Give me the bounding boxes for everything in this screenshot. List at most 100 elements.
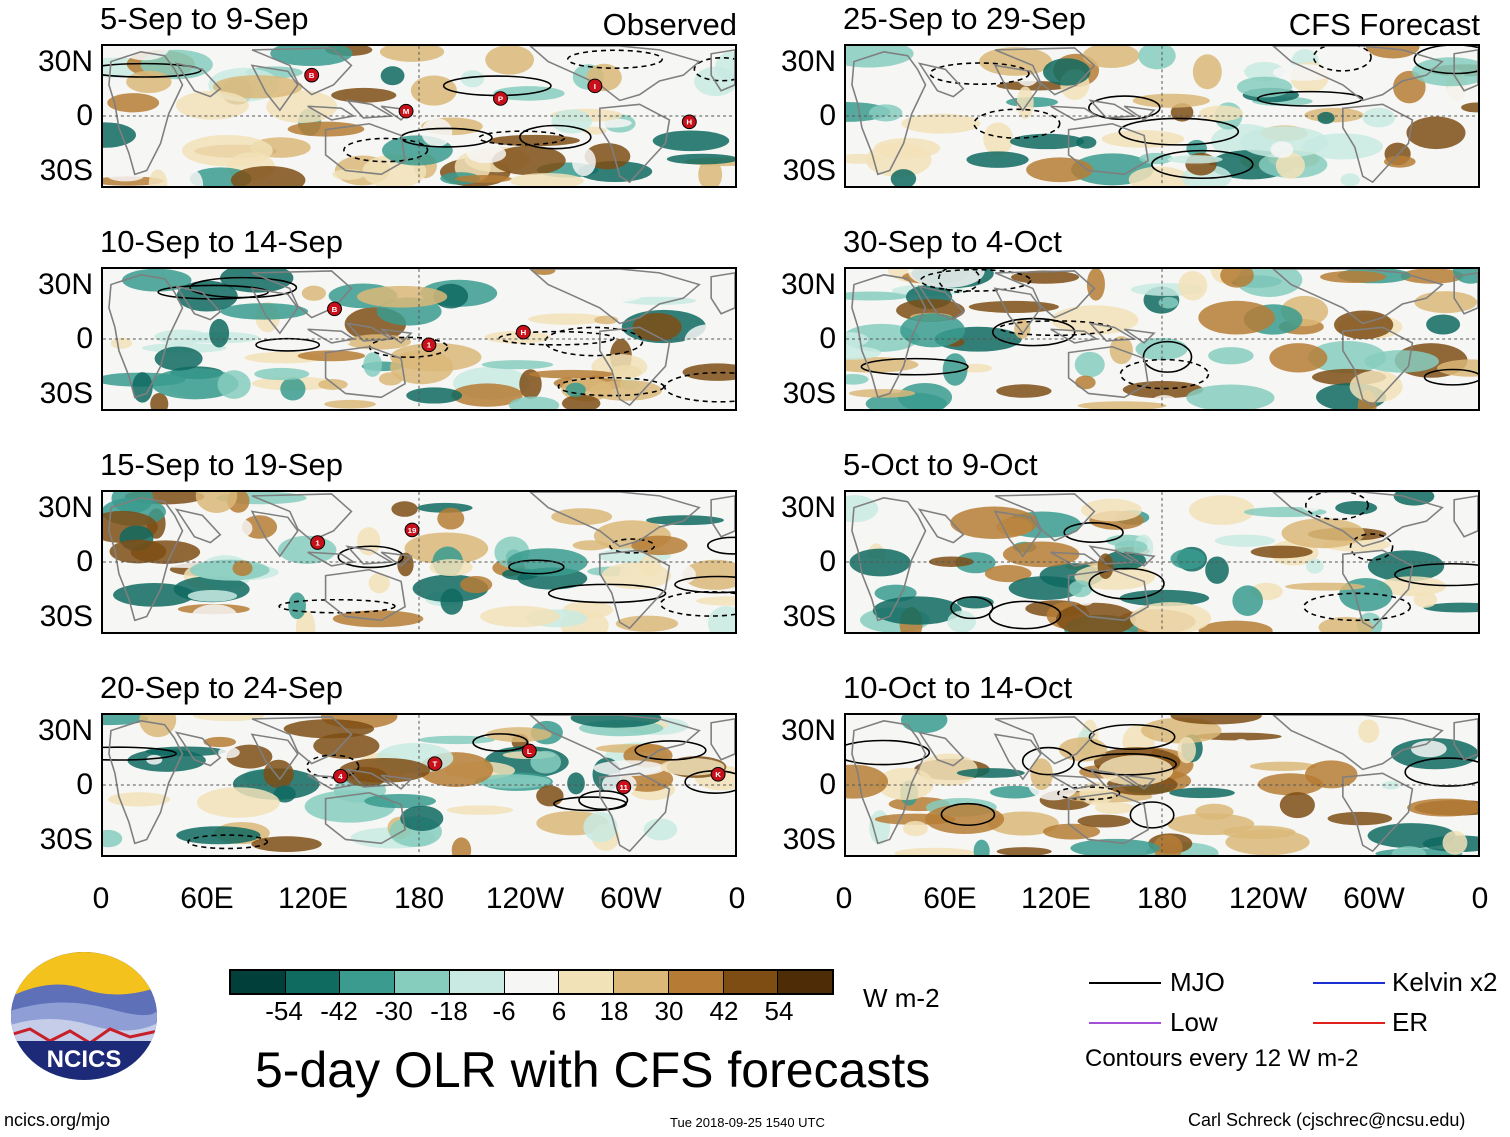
colorbar-label: 42 — [709, 996, 739, 1026]
svg-text:L: L — [527, 747, 532, 756]
forecast-panel-4-map — [844, 713, 1480, 857]
lon-label: 0 — [835, 882, 853, 915]
observed-panel-2-lat-label: 0 — [76, 322, 93, 355]
observed-panel-4-lat-label: 30S — [39, 823, 93, 856]
svg-text:1: 1 — [427, 341, 432, 350]
observed-panel-2-map: B 1 H — [101, 267, 737, 411]
observed-panel-4-lat-label: 30N — [37, 714, 93, 747]
legend-label-er: ER — [1392, 1007, 1429, 1037]
storm-marker: 1 — [310, 535, 326, 550]
colorbar-swatch — [778, 971, 833, 993]
ncics-logo: NCICS — [10, 951, 158, 1081]
svg-text:H: H — [686, 118, 692, 127]
observed-panel-2-period: 10-Sep to 14-Sep — [100, 224, 344, 259]
legend-label-kelvin: Kelvin x2 — [1392, 967, 1498, 997]
forecast-panel-2-lat-label: 30S — [782, 377, 836, 410]
forecast-panel-4-lat-label: 30S — [782, 823, 836, 856]
storm-marker: P — [493, 91, 508, 106]
lon-label: 180 — [1136, 882, 1188, 915]
storm-marker: 11 — [616, 779, 632, 795]
legend-line-er — [1313, 1022, 1385, 1024]
forecast-panel-1-lat-label: 0 — [819, 99, 836, 132]
forecast-panel-3-lat-label: 0 — [819, 545, 836, 578]
svg-text:B: B — [332, 305, 338, 314]
storm-marker: K — [710, 767, 726, 782]
storm-marker: 4 — [333, 768, 348, 784]
colorbar-label: -30 — [375, 996, 413, 1026]
colorbar-swatch — [504, 971, 560, 993]
forecast-panel-4-lat-label: 0 — [819, 768, 836, 801]
forecast-panel-2-map — [844, 267, 1480, 411]
observed-panel-2-lat-label: 30N — [37, 268, 93, 301]
observed-panel-4-period: 20-Sep to 24-Sep — [100, 670, 344, 705]
svg-text:K: K — [715, 770, 721, 779]
svg-text:NCICS: NCICS — [47, 1046, 122, 1073]
colorbar-units: W m-2 — [863, 983, 940, 1013]
lon-label: 60E — [923, 882, 977, 915]
lon-label: 120W — [1228, 882, 1308, 915]
storm-marker: B — [304, 67, 320, 83]
colorbar-label: -18 — [430, 996, 468, 1026]
forecast-panel-4-period: 10-Oct to 14-Oct — [843, 670, 1073, 705]
svg-text:4: 4 — [338, 772, 343, 781]
svg-text:B: B — [309, 71, 315, 80]
svg-text:P: P — [498, 94, 503, 103]
lon-label: 120E — [277, 882, 349, 915]
lon-label: 60W — [1343, 882, 1405, 915]
legend-line-mjo — [1089, 982, 1161, 984]
observed-panel-1-lat-label: 30N — [37, 45, 93, 78]
footer-url[interactable]: ncics.org/mjo — [4, 1110, 111, 1130]
svg-text:T: T — [432, 760, 437, 769]
colorbar-label: -54 — [265, 996, 303, 1026]
colorbar-label: 18 — [599, 996, 629, 1026]
lon-label: 0 — [728, 882, 746, 915]
contour-note: Contours every 12 W m-2 — [1085, 1045, 1359, 1072]
forecast-panel-1-lat-label: 30S — [782, 154, 836, 187]
observed-panel-4-map: 4 T L 11 K — [101, 713, 737, 857]
svg-text:M: M — [403, 107, 410, 116]
lon-label: 60E — [180, 882, 234, 915]
storm-marker: L — [521, 743, 537, 759]
colorbar-label: -6 — [492, 996, 516, 1026]
legend-label-mjo: MJO — [1170, 967, 1225, 997]
observed-panel-3-lat-label: 0 — [76, 545, 93, 578]
colorbar-swatch — [285, 971, 341, 993]
storm-marker: M — [398, 103, 414, 119]
colorbar-label: 6 — [551, 996, 567, 1026]
observed-panel-3-map: 1 19 — [101, 490, 737, 634]
lon-label: 120W — [485, 882, 565, 915]
forecast-panel-1-map — [844, 44, 1480, 188]
colorbar-label: 54 — [764, 996, 794, 1026]
storm-marker: H — [681, 114, 697, 130]
colorbar-swatch — [395, 971, 450, 993]
colorbar-swatch — [231, 971, 286, 993]
colorbar-swatch — [559, 971, 615, 993]
observed-panel-1-period: 5-Sep to 9-Sep — [100, 1, 309, 36]
storm-marker: H — [515, 324, 531, 340]
forecast-panel-3-lat-label: 30S — [782, 600, 836, 633]
colorbar-swatch — [449, 971, 505, 993]
svg-text:11: 11 — [620, 783, 629, 792]
figure-title: 5-day OLR with CFS forecasts — [255, 1042, 931, 1098]
forecast-panel-3-period: 5-Oct to 9-Oct — [843, 447, 1038, 482]
observed-panel-3-lat-label: 30N — [37, 491, 93, 524]
forecast-panel-1-lat-label: 30N — [780, 45, 836, 78]
colorbar-label: -42 — [320, 996, 358, 1026]
observed-panel-1-map: B M P I H — [101, 44, 737, 188]
forecast-panel-3-map — [844, 490, 1480, 634]
forecast-panel-1-period: 25-Sep to 29-Sep — [843, 1, 1087, 36]
storm-marker: I — [587, 78, 603, 94]
colorbar-swatch — [614, 971, 669, 993]
forecast-panel-4-lat-label: 30N — [780, 714, 836, 747]
legend-label-low: Low — [1170, 1007, 1218, 1037]
legend: MJO Kelvin x2 Low ER Contours every 12 W… — [1085, 965, 1505, 1085]
svg-text:1: 1 — [315, 539, 320, 548]
lon-label: 180 — [393, 882, 445, 915]
footer-timestamp: Tue 2018-09-25 1540 UTC — [670, 1115, 825, 1130]
colorbar-swatch — [340, 971, 396, 993]
colorbar-swatch — [723, 971, 779, 993]
svg-text:H: H — [520, 328, 526, 337]
observed-panel-1-tag: Observed — [602, 7, 737, 42]
forecast-panel-3-lat-label: 30N — [780, 491, 836, 524]
footer-author[interactable]: Carl Schreck (cjschrec@ncsu.edu) — [1188, 1110, 1466, 1130]
